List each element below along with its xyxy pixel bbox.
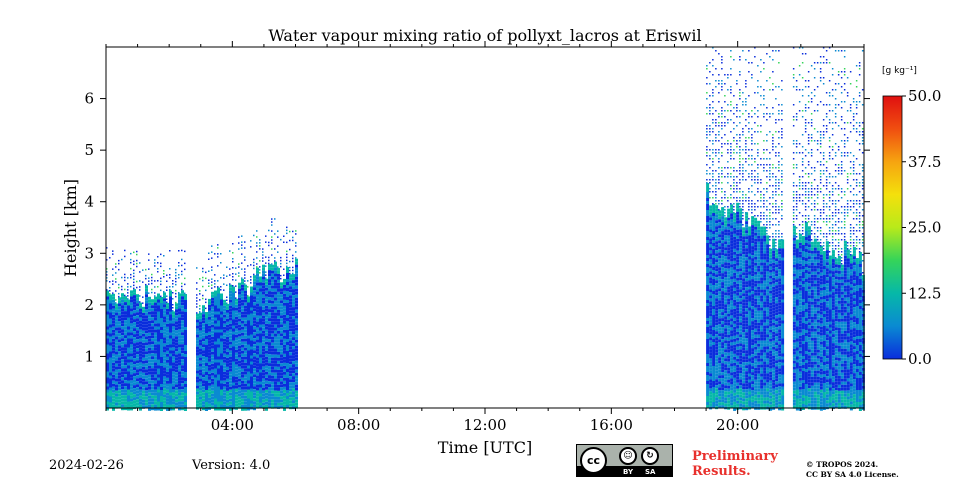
y-tick-label: 6	[84, 90, 94, 108]
y-axis-label: Height [km]	[61, 179, 80, 277]
colorbar-unit: [g kg⁻¹]	[882, 66, 917, 76]
cc-icon: cc	[580, 447, 607, 474]
x-tick-label: 16:00	[590, 416, 633, 434]
cc-sa-label: SA	[645, 468, 656, 476]
x-axis: 04:00 08:00 12:00 16:00 20:00	[105, 41, 865, 434]
y-tick-label: 2	[84, 296, 94, 314]
data-segment	[792, 47, 865, 411]
colorbar-tick-label: 0.0	[908, 350, 932, 368]
cc-license-badge: cc ☺ ↻ BY SA	[576, 444, 673, 477]
data-segment	[706, 47, 785, 411]
x-tick-label: 04:00	[211, 416, 254, 434]
preliminary-results-label: Preliminary Results.	[692, 449, 778, 479]
x-tick-label: 12:00	[463, 416, 506, 434]
copyright-line-1: © TROPOS 2024.	[806, 460, 879, 469]
x-tick-label: 20:00	[716, 416, 759, 434]
colorbar-tick-label: 12.5	[908, 284, 941, 302]
person-icon: ☺	[619, 447, 637, 465]
copyright-notice: © TROPOS 2024. CC BY SA 4.0 License.	[806, 460, 899, 480]
y-axis: 1 2 3 4 5 6	[84, 90, 870, 365]
colorbar-ticks: 0.0 12.5 25.0 37.5 50.0	[902, 87, 941, 368]
data-segment	[106, 247, 187, 411]
plot-area	[106, 47, 865, 411]
x-tick-label: 08:00	[337, 416, 380, 434]
colorbar	[882, 95, 903, 360]
date-label: 2024-02-26	[49, 458, 124, 473]
colorbar-tick-label: 37.5	[908, 153, 941, 171]
copyright-line-2: CC BY SA 4.0 License.	[806, 470, 899, 479]
cc-badge-band	[577, 466, 672, 476]
colorbar-tick-label: 25.0	[908, 219, 941, 237]
share-alike-icon: ↻	[641, 447, 659, 465]
x-axis-label: Time [UTC]	[438, 438, 532, 457]
colorbar-tick-label: 50.0	[908, 87, 941, 105]
chart-title: Water vapour mixing ratio of pollyxt_lac…	[268, 26, 701, 45]
version-label: Version: 4.0	[192, 458, 271, 473]
y-tick-label: 4	[84, 193, 94, 211]
data-segment	[196, 218, 298, 411]
y-tick-label: 5	[84, 141, 94, 159]
cc-by-label: BY	[623, 468, 634, 476]
y-tick-label: 1	[84, 347, 94, 365]
y-tick-label: 3	[84, 244, 94, 262]
